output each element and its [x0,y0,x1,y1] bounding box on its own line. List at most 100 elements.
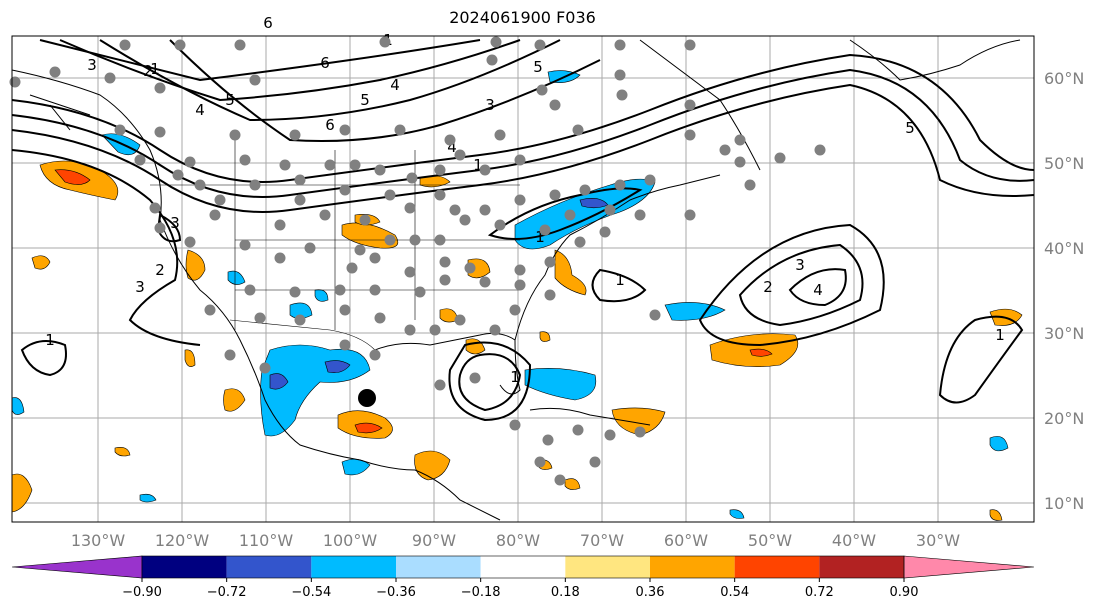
station-dot [154,222,166,234]
longitude-tick-label: 60°W [664,531,708,550]
negative-anomaly-patch [524,368,597,401]
station-dot [49,66,61,78]
station-dot [542,434,554,446]
positive-anomaly-patch [223,388,246,412]
strong-positive-anomaly [54,169,91,185]
station-dot [346,262,358,274]
positive-anomaly-patch [185,249,206,281]
station-dot [734,156,746,168]
latitude-tick-label: 40°N [1044,239,1084,258]
station-dot [369,252,381,264]
contour-value-label: 1 [510,368,520,386]
station-dot [339,339,351,351]
contour-value-label: 3 [87,56,97,74]
station-dot [684,129,696,141]
colorbar-segment [650,556,735,578]
colorbar-segment [142,556,227,578]
station-dot [369,284,381,296]
colorbar-segment [226,556,312,578]
station-dot [494,129,506,141]
station-dot [149,202,161,214]
station-dot [414,286,426,298]
longitude-tick-label: 70°W [580,531,624,550]
contour-value-label: 4 [195,101,205,119]
contour-value-label: 1 [150,60,160,78]
map-title: 2024061900 F036 [449,8,596,27]
colorbar-tick-label: 0.18 [551,585,580,600]
station-dot [489,324,501,336]
station-dot [509,304,521,316]
station-dot [334,284,346,296]
positive-anomaly-patch [554,249,587,296]
station-dot [574,236,586,248]
station-dot [549,99,561,111]
station-dot [444,134,456,146]
map-area [12,36,1034,522]
colorbar-tick-label: −0.90 [122,585,162,600]
station-dot [214,194,226,206]
colorbar-segment [311,556,396,578]
station-dot [599,226,611,238]
strong-positive-anomaly [749,348,773,357]
contour-value-label: 3 [170,214,180,232]
longitude-tick-label: 50°W [748,531,792,550]
station-dot [459,214,471,226]
station-dot [369,349,381,361]
station-dot [172,169,184,181]
station-dot [744,179,756,191]
station-dot [259,362,271,374]
station-dot [184,156,196,168]
station-dot [404,266,416,278]
contour-value-label: 4 [390,76,400,94]
latitude-tick-label: 60°N [1044,69,1084,88]
contour-value-label: 3 [135,278,145,296]
station-dot [204,304,216,316]
station-dot [509,419,521,431]
station-dot [304,242,316,254]
station-dot [194,179,206,191]
positive-anomaly-patch [539,331,551,342]
station-dot [549,189,561,201]
colorbar-tick-label: 0.54 [720,585,749,600]
longitude-tick-label: 80°W [496,531,540,550]
colorbar-max-arrow [903,555,1035,579]
station-dot [239,239,251,251]
contour-value-label: 6 [263,14,273,32]
station-dot [404,324,416,336]
colorbar-segment [819,556,904,578]
station-dot [319,209,331,221]
positive-anomaly-patch [114,447,131,457]
station-dot [614,69,626,81]
contour-value-label: 5 [360,91,370,109]
station-dot [536,84,548,96]
station-dot [434,189,446,201]
colorbar-tick-label: 0.72 [805,585,834,600]
station-dot [409,234,421,246]
positive-anomaly-patch [31,255,51,270]
station-dot [209,209,221,221]
station-dot [434,379,446,391]
station-dot [572,424,584,436]
contour-value-label: 1 [535,228,545,246]
station-dots [9,36,826,486]
contour-value-label: 2 [763,278,773,296]
station-dot [339,124,351,136]
negative-anomaly-patch [729,509,745,519]
longitude-tick-label: 110°W [239,531,294,550]
contour-value-label: 4 [447,138,457,156]
latitude-axis: 60°N 50°N 40°N 30°N 20°N 10°N [1044,69,1084,513]
station-dot [479,276,491,288]
contour-labels: 123456134564511323411511362 [45,14,1005,386]
contour-value-label: 5 [225,91,235,109]
station-dot [249,179,261,191]
station-dot [649,309,661,321]
contour-value-label: 1 [45,331,55,349]
station-dot [554,474,566,486]
station-dot [224,349,236,361]
contour-value-label: 1 [995,326,1005,344]
station-dot [294,174,306,186]
station-dot [119,39,131,51]
colorbar-outline [141,555,905,579]
station-dot [384,189,396,201]
storm-center-marker [358,389,376,407]
